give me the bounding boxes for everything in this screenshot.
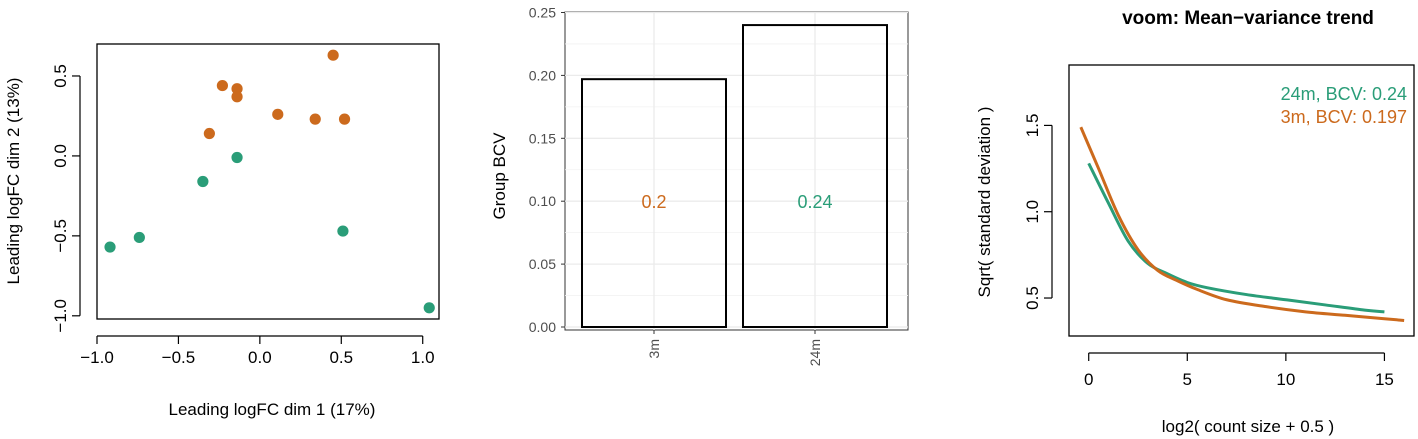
mds-x-tick-label: 0.0 [248,348,272,367]
mds-x-tick-label: 1.0 [411,348,435,367]
voom-legend-entry: 24m, BCV: 0.24 [1281,84,1407,104]
mds-sample-point [104,241,116,253]
voom-legend: 24m, BCV: 0.24 3m, BCV: 0.197 [1281,84,1407,127]
bcv-x-tick-label: 24m [807,339,823,366]
mds-y-tick-label: 0.0 [51,144,70,168]
bcv-y-axis: 0.00 0.05 0.10 0.15 0.20 0.25 [529,5,565,335]
mds-plot: −1.0 −0.5 0.0 0.5 1.0 −1.0 −0.5 0.0 0.5 Leading… [4,43,440,419]
mds-x-axis: −1.0 −0.5 0.0 0.5 1.0 [80,335,435,367]
bcv-bar [742,24,888,329]
mds-sample-point [337,225,349,237]
bcv-gridlines [565,11,908,330]
voom-y-axis: 0.5 1.0 1.5 [1023,114,1053,310]
mds-y-axis: −1.0 −0.5 0.0 0.5 [51,64,81,333]
mds-sample-point [338,113,351,125]
mds-x-tick-label: −0.5 [162,348,196,367]
mds-sample-point [133,231,145,244]
mds-y-tick-label: 0.5 [51,64,70,88]
bcv-x-tick-label: 3m [646,339,662,358]
voom-x-tick-label: 15 [1375,370,1394,389]
mds-sample-point [423,302,435,314]
voom-x-tick-label: 10 [1276,370,1295,389]
voom-trend-line-3m [1079,126,1405,322]
bcv-plot-panel [564,11,909,331]
bcv-bar-value-label: 0.24 [797,192,832,212]
mds-y-tick-label: −1.0 [51,299,70,333]
voom-y-axis-label: Sqrt( standard deviation ) [975,107,994,298]
voom-trend-line-24m [1087,162,1385,314]
bcv-y-tick-label: 0.05 [529,256,556,272]
mds-x-tick-label: −1.0 [80,348,114,367]
mds-x-axis-label: Leading logFC dim 1 (17%) [169,400,376,419]
bcv-y-axis-label: Group BCV [490,132,509,220]
bcv-y-tick-label: 0.10 [529,193,556,209]
bcv-bars: 0.2 0.24 [581,24,888,329]
voom-plot-frame [1068,64,1415,337]
voom-y-tick-label: 1.0 [1023,200,1042,224]
voom-x-axis-label: log2( count size + 0.5 ) [1162,417,1334,436]
voom-trend-lines [1079,126,1405,322]
voom-y-tick-label: 1.5 [1023,114,1042,138]
bcv-x-axis: 3m 24m [646,330,823,366]
voom-y-tick-label: 0.5 [1023,286,1042,310]
mds-sample-point [309,113,321,125]
mds-y-tick-label: −0.5 [51,219,70,253]
bcv-y-tick-label: 0.25 [529,5,556,21]
bcv-y-tick-label: 0.15 [529,130,556,146]
mds-points [104,49,435,314]
voom-plot: voom: Mean−variance trend 0 5 10 15 0.5 1.0 1… [975,8,1415,436]
mds-sample-point [327,49,339,61]
voom-x-tick-label: 0 [1084,370,1093,389]
voom-legend-entry: 3m, BCV: 0.197 [1281,107,1407,127]
mds-sample-point [197,175,209,188]
mds-sample-point [231,83,243,95]
voom-title: voom: Mean−variance trend [1122,8,1374,29]
mds-sample-point [231,91,243,103]
bcv-y-tick-label: 0.00 [529,319,556,335]
voom-x-tick-label: 5 [1183,370,1192,389]
mds-sample-point [203,127,215,140]
mds-sample-point [272,108,284,120]
bcv-bar-value-label: 0.2 [641,192,666,212]
voom-x-axis: 0 5 10 15 [1084,352,1394,389]
bcv-y-tick-label: 0.20 [529,67,556,83]
mds-sample-point [216,79,228,92]
mds-plot-frame [96,43,440,320]
bcv-bar [581,78,727,329]
mds-y-axis-label: Leading logFC dim 2 (13%) [4,78,23,285]
mds-x-tick-label: 0.5 [329,348,353,367]
mds-sample-point [231,151,243,164]
bcv-bar-chart: 0.2 0.24 0.00 0.05 0.10 0.15 0.20 0.25 3m 24m G… [490,5,909,366]
